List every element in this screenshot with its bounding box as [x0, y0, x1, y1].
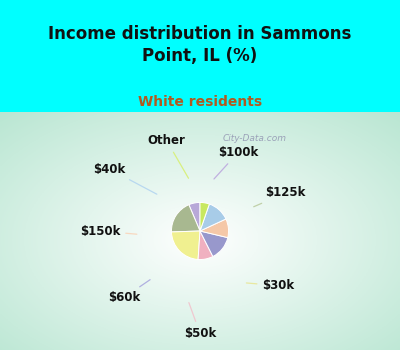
Text: $100k: $100k: [214, 146, 258, 179]
Text: White residents: White residents: [138, 94, 262, 108]
Text: Income distribution in Sammons
Point, IL (%): Income distribution in Sammons Point, IL…: [48, 26, 352, 65]
Wedge shape: [200, 219, 228, 238]
Wedge shape: [200, 231, 228, 257]
Text: $40k: $40k: [94, 163, 157, 194]
Wedge shape: [200, 202, 209, 231]
Text: City-Data.com: City-Data.com: [223, 134, 287, 142]
Wedge shape: [200, 204, 226, 231]
Wedge shape: [189, 202, 200, 231]
Text: $50k: $50k: [184, 303, 216, 340]
Text: $125k: $125k: [254, 187, 306, 207]
Text: Other: Other: [148, 134, 188, 178]
Text: $150k: $150k: [80, 224, 137, 238]
Text: $30k: $30k: [246, 279, 295, 292]
Text: $60k: $60k: [108, 280, 150, 304]
Wedge shape: [198, 231, 213, 260]
Wedge shape: [172, 231, 200, 259]
Wedge shape: [172, 205, 200, 232]
